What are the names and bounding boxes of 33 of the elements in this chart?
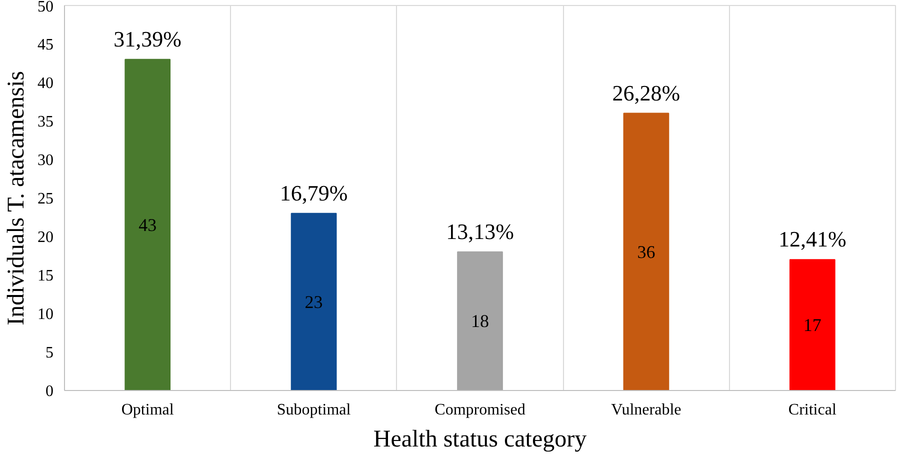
y-tick-label: 20 [38,229,54,246]
bar [623,112,670,390]
y-tick-label: 25 [38,190,54,208]
y-axis-title: Individuals T. atacamensis [4,71,30,326]
data-label: 43 [138,214,157,235]
data-label: 36 [637,242,656,262]
bar [124,58,171,390]
y-tick-label: 45 [38,36,54,54]
annotation: 13,13% [446,218,514,244]
bar [290,212,337,390]
annotation: 26,28% [612,80,680,106]
y-tick-label: 0 [46,383,54,400]
data-label: 17 [803,315,822,336]
y-tick-label: 35 [38,114,54,130]
bar [457,251,503,390]
annotation: 16,79% [280,180,348,206]
x-tick-label: Vulnerable [611,402,682,418]
y-tick-label: 40 [38,75,54,92]
x-axis-title: Health status category [373,426,587,452]
y-tick-label: 10 [38,306,54,323]
data-label: 23 [304,292,323,312]
x-tick-label: Compromised [434,402,526,418]
y-tick-label: 5 [46,344,54,362]
data-label: 18 [471,311,489,332]
annotation: 12,41% [778,226,846,252]
bar [789,259,836,390]
x-tick-label: Optimal [121,402,174,418]
y-tick-label: 50 [38,0,54,16]
annotation: 31,39% [114,26,182,52]
x-tick-label: Suboptimal [276,402,352,418]
x-tick-label: Critical [788,402,837,418]
y-tick-label: 30 [38,152,54,169]
y-tick-label: 15 [38,268,54,284]
